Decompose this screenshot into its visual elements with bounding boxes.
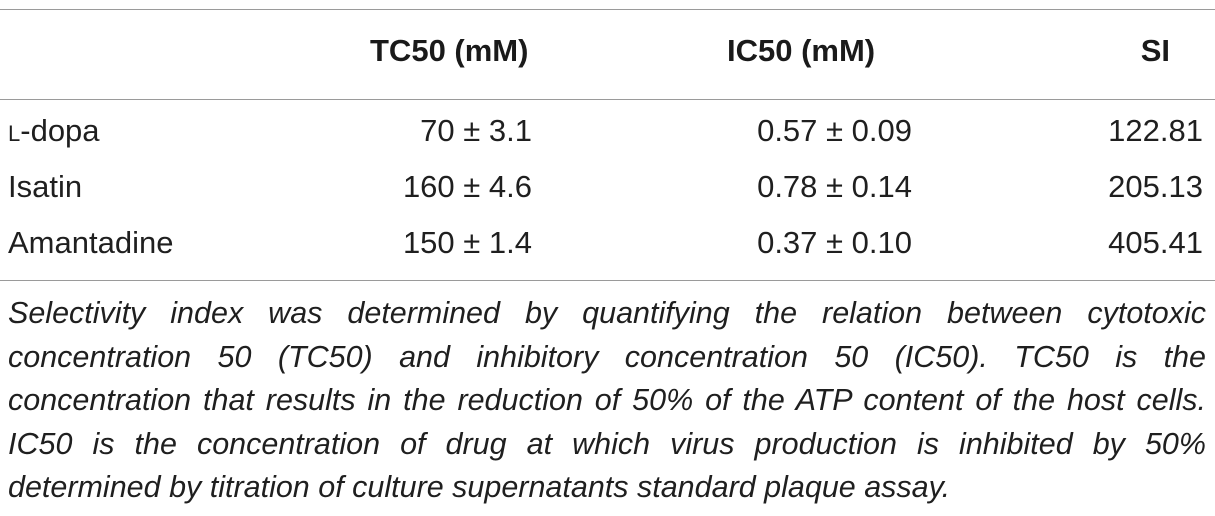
table-cell-tc50: 150 ± 1.4 (402, 225, 532, 260)
table-header-rule (0, 99, 1215, 100)
table-cell-ic50: 0.37 ± 0.10 (757, 225, 912, 260)
table-cell-ic50: 0.78 ± 0.14 (757, 169, 912, 204)
table-cell-si: 405.41 (1108, 225, 1203, 260)
compound-name: -dopa (20, 113, 100, 148)
table-bottom-rule (0, 280, 1215, 281)
table-cell-ic50: 0.57 ± 0.09 (757, 113, 912, 148)
table-footnote: Selectivity index was determined by quan… (8, 296, 1206, 504)
table-cell-tc50: 160 ± 4.6 (402, 169, 532, 204)
header-si: SI (1140, 33, 1170, 68)
table-row-compound: Amantadine (8, 225, 173, 261)
table-top-rule (0, 9, 1215, 10)
table-row-compound: l-dopa (8, 113, 100, 149)
compound-name: Isatin (8, 169, 83, 204)
table-cell-si: 205.13 (1108, 169, 1203, 204)
table-cell-tc50: 70 ± 3.1 (420, 113, 532, 148)
header-ic50: IC50 (mM) (727, 33, 876, 68)
header-tc50: TC50 (mM) (370, 33, 529, 68)
table-cell-si: 122.81 (1108, 113, 1203, 148)
compound-name: Amantadine (8, 225, 174, 260)
compound-prefix: l (8, 113, 21, 148)
table-row-compound: Isatin (8, 169, 82, 205)
